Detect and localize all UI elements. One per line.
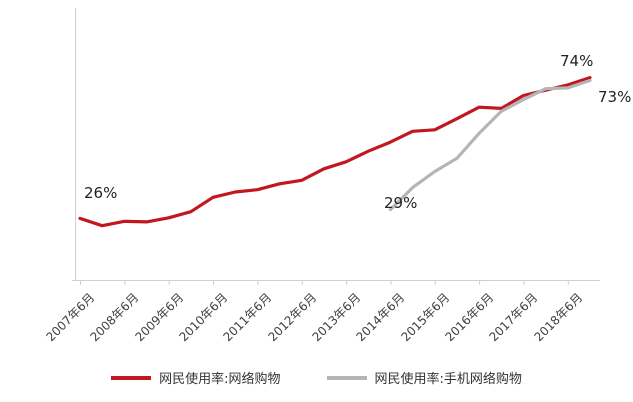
chart-legend: 网民使用率:网络购物 网民使用率:手机网络购物 (0, 368, 633, 387)
legend-swatch-red-line (111, 375, 152, 380)
annotation-start-gray: 29% (384, 194, 418, 212)
annotation-start-red: 26% (84, 184, 118, 202)
legend-item-online-shopping: 网民使用率:网络购物 (111, 368, 281, 387)
annotation-end-gray: 73% (598, 88, 632, 106)
legend-label: 网民使用率:网络购物 (159, 372, 281, 387)
series-line-1 (388, 78, 592, 212)
legend-swatch-gray-line (326, 375, 367, 380)
annotation-end-red: 74% (560, 52, 594, 70)
legend-item-mobile-shopping: 网民使用率:手机网络购物 (326, 368, 522, 387)
series-line-0 (78, 75, 592, 228)
legend-label: 网民使用率:手机网络购物 (374, 372, 522, 387)
